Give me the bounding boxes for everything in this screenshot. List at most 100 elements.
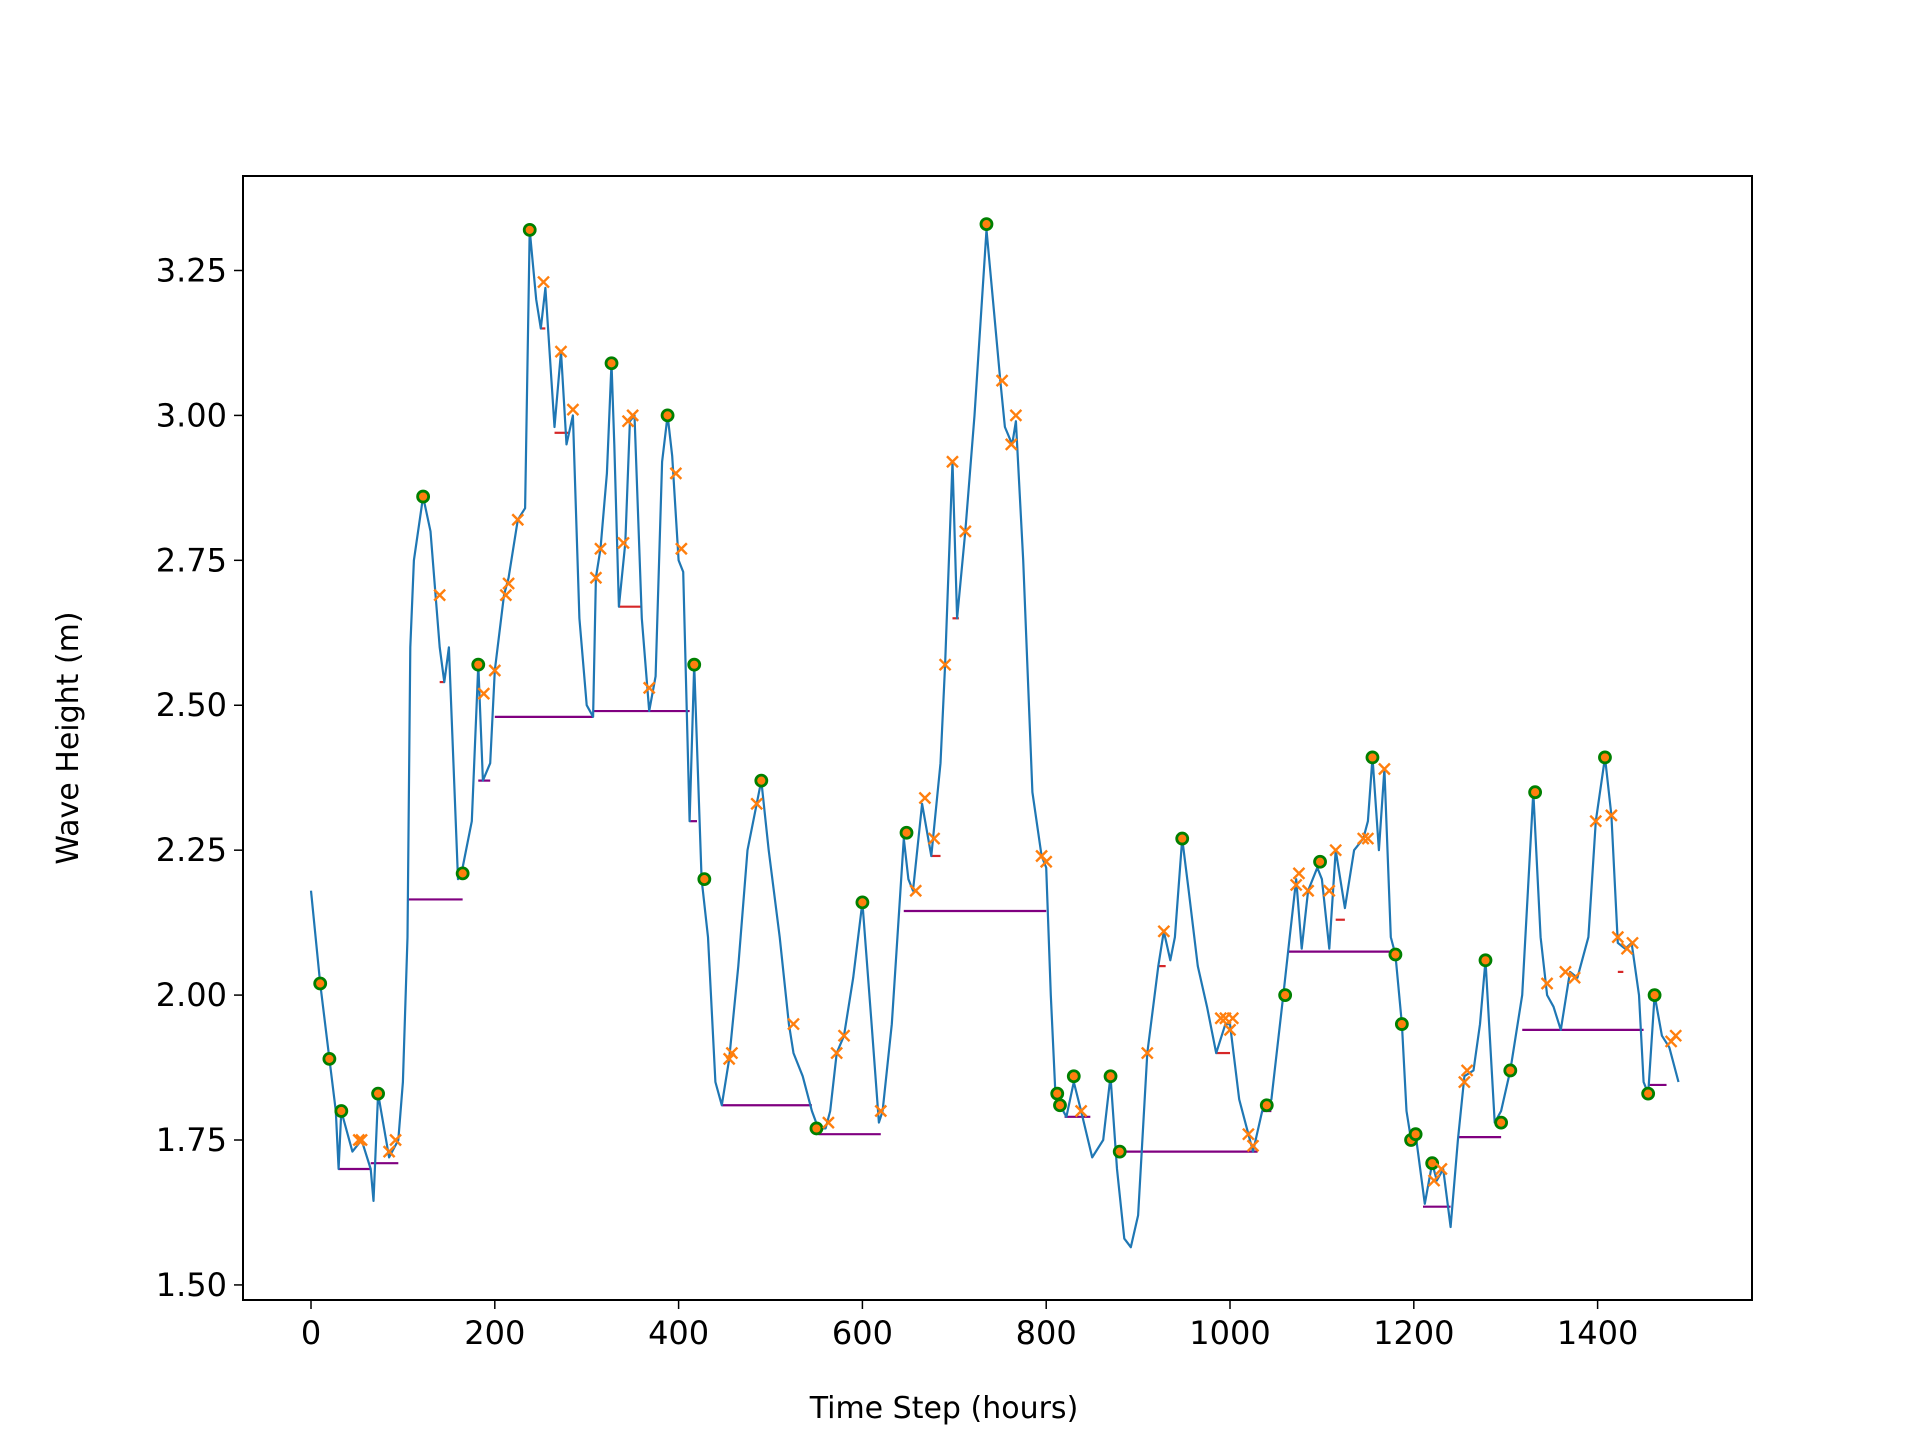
y-tick-label: 2.25 (156, 831, 227, 869)
x-marker (1329, 843, 1343, 857)
peak-marker (687, 657, 702, 672)
peak-marker (522, 223, 537, 237)
peak-marker (334, 1104, 349, 1118)
x-marker (1568, 971, 1581, 985)
x-marker (1039, 855, 1053, 869)
peak-marker (1313, 854, 1327, 869)
x-marker (787, 1017, 800, 1031)
peak-marker (455, 866, 470, 881)
x-marker (499, 588, 513, 602)
peak-marker (660, 408, 675, 423)
x-tick-label: 200 (464, 1314, 525, 1352)
x-marker (1427, 1174, 1441, 1187)
x-marker (1322, 884, 1336, 898)
x-marker (725, 1046, 739, 1060)
x-marker (382, 1145, 396, 1158)
x-marker (1292, 867, 1306, 880)
x-marker (1223, 1023, 1237, 1037)
y-tick-label: 2.00 (156, 976, 227, 1014)
y-tick-label: 1.75 (156, 1121, 227, 1159)
x-marker (946, 455, 959, 469)
x-marker (1626, 936, 1639, 950)
peak-marker (1641, 1086, 1656, 1101)
peak-marker (1647, 988, 1662, 1002)
x-marker (594, 542, 607, 556)
peak-marker (1503, 1063, 1518, 1078)
x-marker (566, 403, 580, 416)
y-tick-label: 3.25 (156, 251, 227, 289)
x-marker (1460, 1064, 1474, 1077)
peak-marker (1259, 1098, 1274, 1113)
x-tick-label: 600 (832, 1314, 893, 1352)
x-marker (1289, 878, 1303, 892)
y-axis-label: Wave Height (m) (51, 611, 86, 864)
x-marker (995, 374, 1009, 387)
x-marker (554, 345, 568, 358)
x-marker (1589, 814, 1603, 828)
x-marker (355, 1133, 368, 1147)
peak-marker (1066, 1069, 1081, 1084)
peak-marker (899, 825, 914, 840)
x-marker (927, 832, 941, 845)
peak-marker (1175, 831, 1190, 846)
x-marker (669, 467, 683, 480)
y-tick-label: 2.50 (156, 686, 227, 724)
peak-marker (1598, 750, 1612, 765)
x-tick-label: 800 (1016, 1314, 1077, 1352)
peak-marker (754, 773, 769, 788)
peak-marker (697, 872, 712, 887)
peak-marker (1278, 988, 1293, 1002)
x-marker (1242, 1127, 1255, 1141)
x-marker (1361, 832, 1375, 845)
peak-marker (416, 489, 431, 504)
x-marker (1074, 1104, 1088, 1118)
x-marker (477, 687, 491, 701)
peak-marker (471, 657, 486, 672)
x-marker (511, 513, 525, 527)
x-marker (1378, 762, 1391, 776)
x-marker (822, 1116, 835, 1129)
data-line (309, 228, 1680, 1249)
x-marker (874, 1104, 888, 1118)
x-marker (909, 884, 923, 898)
peak-marker (371, 1086, 385, 1101)
y-tick-label: 3.00 (156, 396, 227, 434)
x-marker (1605, 809, 1618, 822)
peak-marker (1394, 1017, 1409, 1031)
peak-marker (322, 1051, 337, 1066)
x-marker (938, 658, 952, 672)
x-marker (1246, 1139, 1260, 1153)
x-marker (675, 542, 688, 556)
x-marker (433, 588, 447, 602)
x-marker (1458, 1075, 1471, 1089)
x-axis-label: Time Step (hours) (809, 1391, 1079, 1426)
x-marker (1004, 438, 1018, 451)
x-tick-label: 0 (301, 1314, 321, 1352)
peak-marker (1053, 1098, 1067, 1113)
x-marker (1540, 977, 1554, 990)
x-marker (1435, 1162, 1448, 1176)
peak-marker (855, 895, 870, 910)
x-marker (1226, 1011, 1240, 1025)
peak-marker (979, 217, 994, 232)
x-marker (389, 1133, 402, 1147)
peak-marker (1103, 1069, 1118, 1084)
x-marker (537, 275, 550, 289)
peak-marker (1425, 1156, 1440, 1171)
x-marker (1559, 965, 1572, 979)
x-tick-label: 1000 (1189, 1314, 1270, 1352)
peak-marker (1388, 947, 1403, 962)
x-marker (589, 571, 603, 585)
peak-marker (313, 976, 328, 991)
peak-marker (604, 356, 619, 371)
x-marker (1157, 924, 1171, 938)
peak-marker (1112, 1144, 1127, 1159)
peak-marker (1478, 953, 1493, 968)
peak-marker (1050, 1086, 1065, 1101)
x-tick-label: 1400 (1557, 1314, 1638, 1352)
x-marker (352, 1133, 366, 1147)
x-marker (830, 1046, 844, 1060)
x-marker (488, 664, 502, 677)
peak-marker (1494, 1115, 1509, 1130)
